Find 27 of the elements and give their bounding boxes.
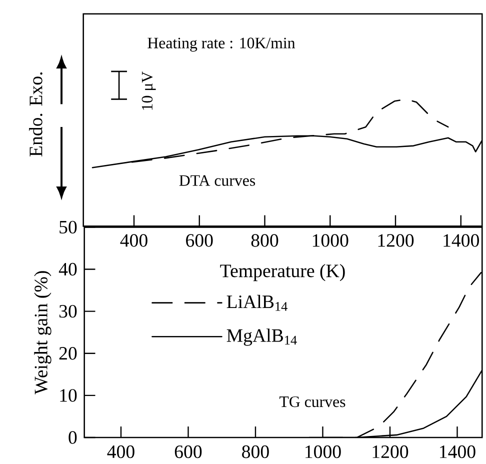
x-tick-label: 600 (186, 234, 213, 247)
x-tick-label: 1400 (444, 234, 479, 247)
x-tick-label: 1200 (378, 234, 414, 247)
x-axis-title: Temperature (K) (220, 264, 345, 281)
annotation: TG curves (279, 396, 346, 407)
text: Heating rate : 10K/min (148, 37, 296, 52)
legend-label: LiAlB$_{14}$ (226, 294, 288, 311)
x-tick-label: 1200 (372, 445, 408, 458)
y-axis-title: Weight gain (%) (34, 270, 52, 394)
x-tick-label: 800 (251, 234, 278, 247)
x-tick-label: 400 (120, 234, 148, 247)
y-tick-label: 40 (58, 262, 77, 276)
x-tick-label: 1000 (306, 445, 341, 458)
y-axis-title: Endo. Exo. (29, 72, 42, 156)
y-tick-label: 30 (59, 304, 77, 318)
x-tick-label: 800 (242, 445, 269, 458)
text: DTA curves (179, 175, 256, 186)
y-tick-label: 0 (68, 430, 77, 444)
legend-label: MgAlB$_{14}$ (226, 328, 297, 346)
x-tick-label: 1400 (440, 445, 476, 458)
annotation: 10 μV (142, 71, 156, 110)
x-tick-label: 600 (174, 445, 202, 458)
x-tick-label: 1000 (312, 234, 348, 247)
x-tick-label: 400 (107, 445, 134, 458)
y-tick-label: 10 (60, 388, 77, 402)
y-tick-label: 20 (59, 346, 77, 360)
y-tick-label: 50 (60, 220, 77, 234)
